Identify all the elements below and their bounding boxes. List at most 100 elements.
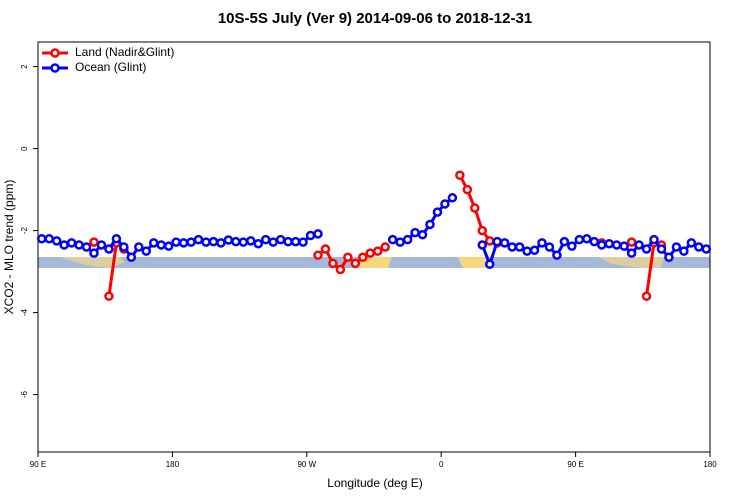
point <box>231 236 241 247</box>
point <box>641 291 652 301</box>
point <box>380 242 390 252</box>
point <box>649 234 659 245</box>
point <box>604 238 614 249</box>
point <box>477 225 488 236</box>
point <box>208 236 219 247</box>
point <box>350 258 361 269</box>
point <box>298 237 308 247</box>
point <box>253 238 264 249</box>
x-tick-label: 90 E <box>567 460 583 469</box>
point <box>440 199 450 209</box>
point <box>529 245 540 256</box>
y-tick-label: -4 <box>20 308 29 316</box>
point <box>664 252 674 262</box>
map-strip <box>38 257 710 268</box>
point <box>395 237 405 247</box>
point <box>148 238 159 248</box>
y-tick-label: 2 <box>20 64 29 69</box>
point <box>574 234 585 245</box>
point <box>410 227 420 238</box>
point <box>36 234 47 244</box>
point <box>163 241 174 251</box>
point <box>567 241 577 251</box>
point <box>552 250 562 260</box>
point <box>313 250 323 260</box>
point <box>626 248 637 258</box>
point <box>141 246 152 256</box>
point <box>96 240 107 250</box>
point <box>335 264 346 275</box>
point <box>283 236 293 247</box>
x-tick-label: 180 <box>703 460 717 469</box>
point <box>126 252 137 262</box>
point <box>462 184 473 195</box>
point <box>387 234 398 245</box>
point <box>238 237 249 247</box>
legend-marker <box>50 63 60 73</box>
point <box>193 234 204 245</box>
point <box>358 252 368 262</box>
point <box>171 237 181 247</box>
point <box>671 242 682 252</box>
point <box>477 240 488 250</box>
point <box>507 242 517 252</box>
point <box>328 258 338 269</box>
point <box>134 242 144 252</box>
point <box>268 237 278 247</box>
point <box>305 230 316 241</box>
point <box>686 238 697 248</box>
point <box>89 237 99 247</box>
point <box>51 236 62 246</box>
point <box>611 240 622 250</box>
legend-label: Ocean (Glint) <box>75 60 146 74</box>
x-tick-label: 180 <box>166 460 180 469</box>
point <box>484 236 495 246</box>
point <box>104 291 114 301</box>
point <box>470 203 480 213</box>
point <box>246 236 256 246</box>
legend-label: Land (Nadir&Glint) <box>75 45 174 59</box>
point <box>626 237 637 247</box>
point <box>66 238 77 248</box>
point <box>178 238 189 248</box>
x-tick-label: 90 E <box>30 460 46 469</box>
point <box>634 240 644 250</box>
point <box>432 207 443 217</box>
point <box>417 229 428 240</box>
x-axis-label: Longitude (deg E) <box>327 476 422 490</box>
point <box>582 234 592 244</box>
y-tick-label: -6 <box>20 390 29 398</box>
point <box>343 252 353 262</box>
point <box>223 235 234 245</box>
legend-marker <box>50 48 60 58</box>
point <box>701 244 712 254</box>
point <box>656 244 667 254</box>
y-tick-label: 0 <box>20 146 29 151</box>
point <box>44 234 54 244</box>
point <box>537 238 547 248</box>
point <box>59 240 69 250</box>
point <box>589 236 600 247</box>
point <box>156 240 166 250</box>
point <box>402 234 413 245</box>
point <box>559 236 570 247</box>
point <box>455 170 465 180</box>
point <box>216 238 226 248</box>
point <box>313 229 323 239</box>
point <box>544 242 555 252</box>
point <box>514 242 525 252</box>
point <box>74 240 84 250</box>
point <box>275 234 286 245</box>
y-tick-label: -2 <box>20 226 29 234</box>
point <box>89 248 99 258</box>
point <box>492 236 502 247</box>
x-tick-label: 0 <box>439 460 444 469</box>
point <box>104 244 114 254</box>
point <box>596 240 607 250</box>
point <box>679 246 689 256</box>
point <box>320 244 331 254</box>
point <box>260 234 271 245</box>
point <box>119 242 129 252</box>
point <box>201 237 211 247</box>
